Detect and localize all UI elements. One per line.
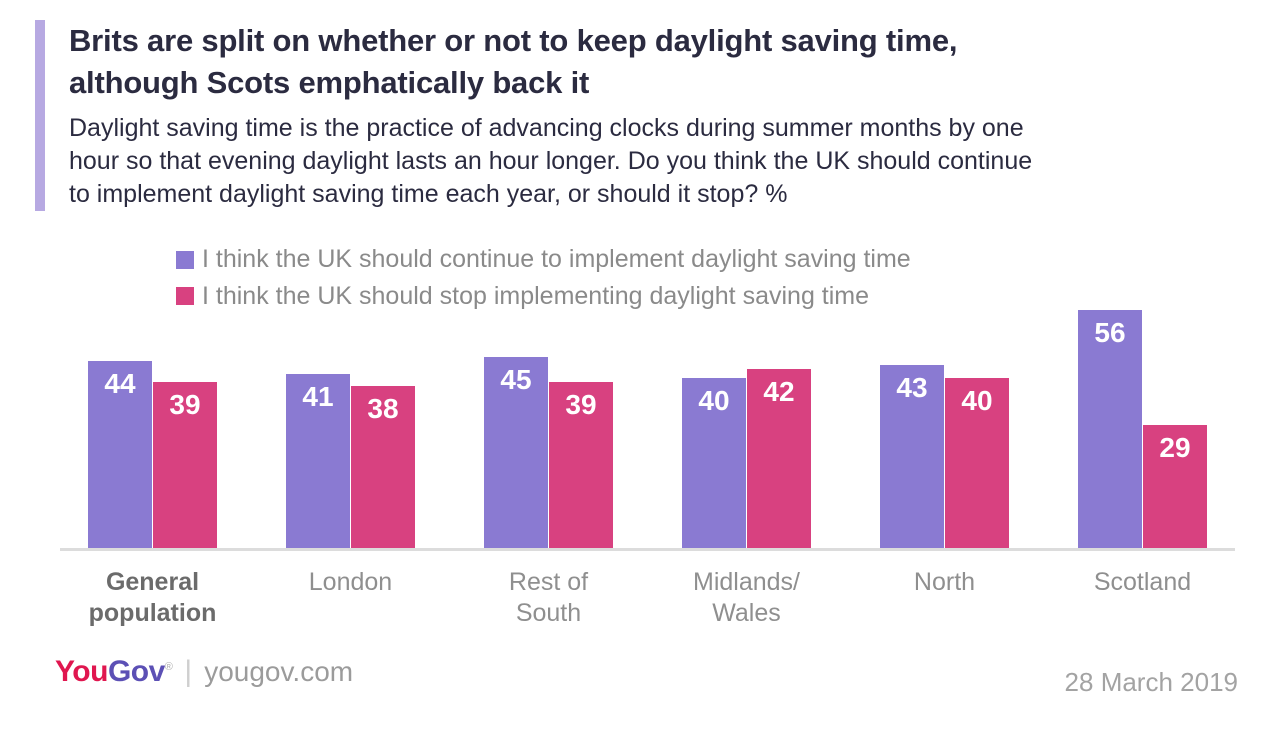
bar-value-label: 40 (698, 385, 730, 416)
category-label: North (913, 568, 976, 596)
category-label: London (308, 568, 393, 596)
bar-value-label: 44 (104, 368, 136, 399)
bar-value-label: 39 (169, 389, 201, 420)
bar-value-label: 39 (565, 389, 597, 420)
bar-continue: 41 (286, 374, 350, 548)
bar-stop: 40 (945, 378, 1009, 548)
bar-stop: 29 (1143, 425, 1207, 548)
bar-stop: 39 (153, 382, 217, 548)
chart-legend: I think the UK should continue to implem… (176, 245, 911, 319)
publication-date: 28 March 2019 (1064, 667, 1238, 697)
bar-value-label: 43 (896, 372, 928, 403)
bar-value-label: 45 (500, 364, 532, 395)
bar-continue: 45 (484, 357, 548, 548)
bar-continue: 40 (682, 378, 746, 548)
footer-website: yougov.com (204, 656, 354, 687)
legend-swatch-stop-icon (176, 287, 194, 306)
legend-label: I think the UK should stop implementing … (202, 281, 870, 310)
bar-stop: 39 (549, 382, 613, 548)
category-label-cell: General population (88, 567, 217, 630)
header: Brits are split on whether or not to kee… (35, 20, 1215, 212)
bar-value-label: 56 (1094, 317, 1126, 348)
bar-value-label: 40 (961, 385, 993, 416)
legend-item-stop: I think the UK should stop implementing … (176, 281, 911, 311)
bar-group: 43 40 (880, 365, 1009, 548)
page-title: Brits are split on whether or not to kee… (69, 23, 958, 101)
logo-gov: Gov (107, 655, 165, 688)
category-label: Midlands/ Wales (693, 568, 800, 628)
category-label: Rest of South (508, 568, 589, 628)
bar-group: 44 39 (88, 361, 217, 548)
bar-group: 45 39 (484, 357, 613, 548)
bar-continue: 56 (1078, 310, 1142, 548)
bar-group: 40 42 (682, 369, 811, 548)
logo-you: You (55, 655, 108, 688)
legend-swatch-continue-icon (176, 250, 194, 269)
bar-value-label: 29 (1159, 432, 1191, 463)
legend-item-continue: I think the UK should continue to implem… (176, 245, 911, 274)
yougov-logo: YouGov® (55, 655, 173, 688)
category-label-cell: Scotland (1078, 567, 1207, 630)
category-label: General population (88, 568, 217, 628)
legend-label: I think the UK should continue to implem… (202, 245, 911, 273)
footer-separator: | (184, 655, 193, 688)
registered-mark: ® (164, 661, 173, 673)
footer-branding: YouGov® | yougov.com (55, 655, 353, 689)
bar-continue: 43 (880, 365, 944, 548)
bar-value-label: 41 (302, 381, 334, 412)
bar-chart: 44 39 41 38 45 39 40 42 43 40 56 29 General populat… (60, 300, 1235, 630)
bars-row: 44 39 41 38 45 39 40 42 43 40 56 29 (60, 300, 1235, 551)
bar-group: 41 38 (286, 374, 415, 548)
bar-group: 56 29 (1078, 310, 1207, 548)
category-label: Scotland (1093, 568, 1192, 596)
category-label-cell: London (286, 567, 415, 630)
category-labels-row: General population London Rest of South Mid… (60, 567, 1235, 630)
page-subtitle: Daylight saving time is the practice of … (69, 114, 1033, 209)
category-label-cell: Rest of South (484, 567, 613, 630)
bar-value-label: 38 (367, 393, 399, 424)
bar-stop: 42 (747, 369, 811, 548)
bar-continue: 44 (88, 361, 152, 548)
category-label-cell: North (880, 567, 1009, 630)
bar-stop: 38 (351, 386, 415, 548)
category-label-cell: Midlands/ Wales (682, 567, 811, 630)
bar-value-label: 42 (763, 376, 795, 407)
